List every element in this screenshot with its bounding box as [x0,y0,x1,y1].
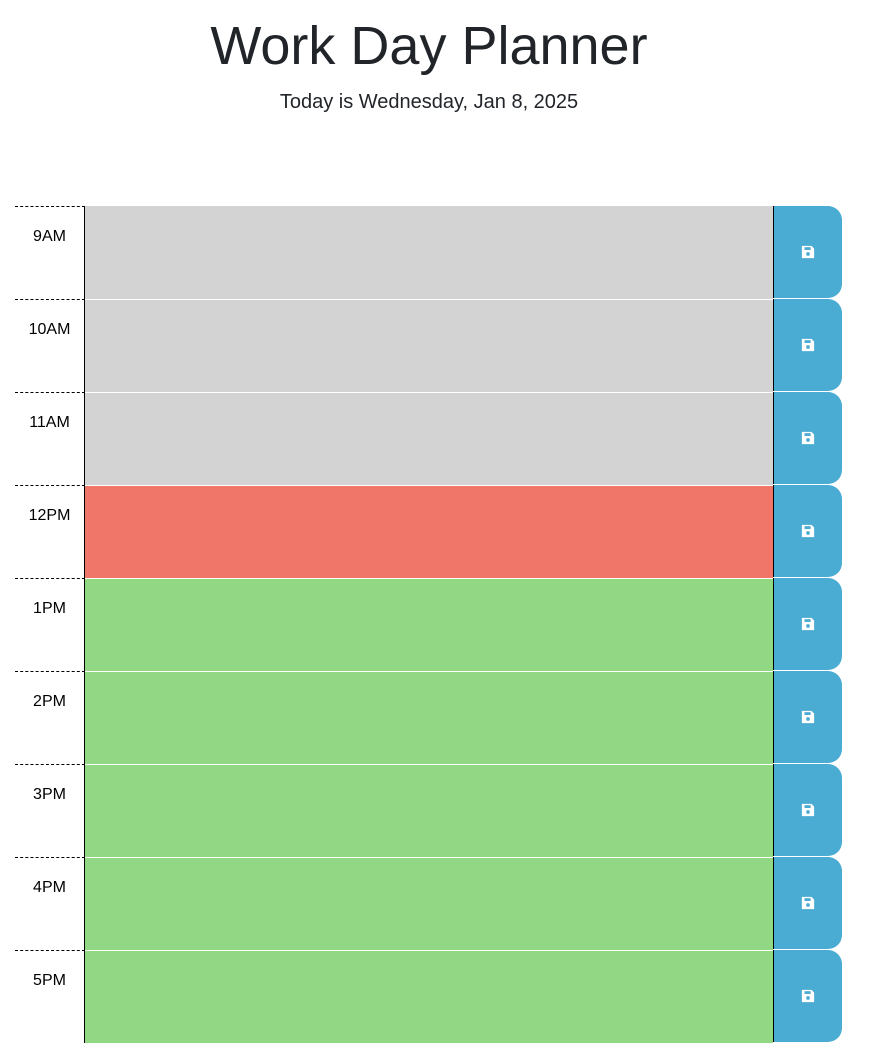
event-description-input[interactable] [85,206,773,299]
time-block-row-1pm: 1PM [15,578,842,671]
save-button-4pm[interactable] [773,857,842,949]
event-description-input[interactable] [85,392,773,485]
floppy-disk-icon [801,431,815,445]
hour-label: 5PM [15,950,85,1043]
hour-label: 11AM [15,392,85,485]
floppy-disk-icon [801,803,815,817]
floppy-disk-icon [801,710,815,724]
event-description-input[interactable] [85,857,773,950]
time-block-row-11am: 11AM [15,392,842,485]
floppy-disk-icon [801,989,815,1003]
time-block-row-5pm: 5PM [15,950,842,1043]
event-description-input[interactable] [85,950,773,1043]
time-block-row-10am: 10AM [15,299,842,392]
hour-label: 12PM [15,485,85,578]
page-title: Work Day Planner [210,16,648,76]
hour-label: 4PM [15,857,85,950]
current-date: Today is Wednesday, Jan 8, 2025 [279,91,579,113]
hour-label: 10AM [15,299,85,392]
save-button-5pm[interactable] [773,950,842,1042]
event-description-input[interactable] [85,299,773,392]
hour-label: 1PM [15,578,85,671]
time-block-row-3pm: 3PM [15,764,842,857]
save-button-2pm[interactable] [773,671,842,763]
time-block-list: 9AM 10AM 11AM [15,206,842,1043]
time-block-row-9am: 9AM [15,206,842,299]
floppy-disk-icon [801,617,815,631]
event-description-input[interactable] [85,485,773,578]
event-description-input[interactable] [85,764,773,857]
save-button-1pm[interactable] [773,578,842,670]
save-button-11am[interactable] [773,392,842,484]
save-button-12pm[interactable] [773,485,842,577]
hour-label: 9AM [15,206,85,299]
save-button-10am[interactable] [773,299,842,391]
hour-label: 3PM [15,764,85,857]
floppy-disk-icon [801,245,815,259]
save-button-9am[interactable] [773,206,842,298]
time-block-row-12pm: 12PM [15,485,842,578]
event-description-input[interactable] [85,578,773,671]
time-block-row-4pm: 4PM [15,857,842,950]
save-button-3pm[interactable] [773,764,842,856]
floppy-disk-icon [801,524,815,538]
time-block-row-2pm: 2PM [15,671,842,764]
floppy-disk-icon [801,338,815,352]
event-description-input[interactable] [85,671,773,764]
floppy-disk-icon [801,896,815,910]
hour-label: 2PM [15,671,85,764]
